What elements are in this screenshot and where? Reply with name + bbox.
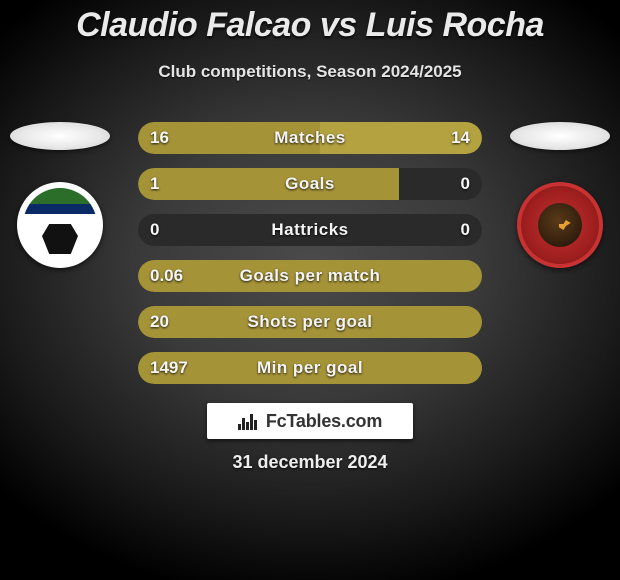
stat-value-right: 0	[461, 168, 470, 200]
stat-row: Goals1 0	[138, 168, 482, 200]
stat-label: Hattricks	[138, 214, 482, 246]
team-badge-right	[517, 182, 603, 268]
footer-date: 31 december 2024	[0, 452, 620, 473]
stat-value-left: 0.06	[150, 260, 183, 292]
stat-value-left: 16	[150, 122, 169, 154]
stat-row: Goals per match0.06	[138, 260, 482, 292]
brand-box: FcTables.com	[207, 403, 413, 439]
stat-label: Matches	[138, 122, 482, 154]
stat-row: Matches16 14	[138, 122, 482, 154]
page-subtitle: Club competitions, Season 2024/2025	[0, 62, 620, 82]
team-badge-left	[17, 182, 103, 268]
stat-label: Goals per match	[138, 260, 482, 292]
stat-bars: Matches1614Goals10Hattricks00Goals per m…	[138, 122, 482, 384]
stat-label: Goals	[138, 168, 482, 200]
stat-row: Hattricks0 0	[138, 214, 482, 246]
stat-value-left: 20	[150, 306, 169, 338]
stat-value-left: 0	[150, 214, 159, 246]
stat-row: Min per goal1497	[138, 352, 482, 384]
player-right-slot	[505, 122, 615, 268]
brand-icon	[238, 412, 260, 430]
stat-value-right: 0	[461, 214, 470, 246]
stat-value-left: 1497	[150, 352, 188, 384]
stat-row: Shots per goal20	[138, 306, 482, 338]
stat-label: Min per goal	[138, 352, 482, 384]
stat-label: Shots per goal	[138, 306, 482, 338]
stat-value-left: 1	[150, 168, 159, 200]
player-right-photo-placeholder	[510, 122, 610, 150]
page-title: Claudio Falcao vs Luis Rocha	[0, 6, 620, 45]
brand-text: FcTables.com	[266, 411, 382, 432]
player-left-slot	[5, 122, 115, 268]
stat-value-right: 14	[451, 122, 470, 154]
player-left-photo-placeholder	[10, 122, 110, 150]
